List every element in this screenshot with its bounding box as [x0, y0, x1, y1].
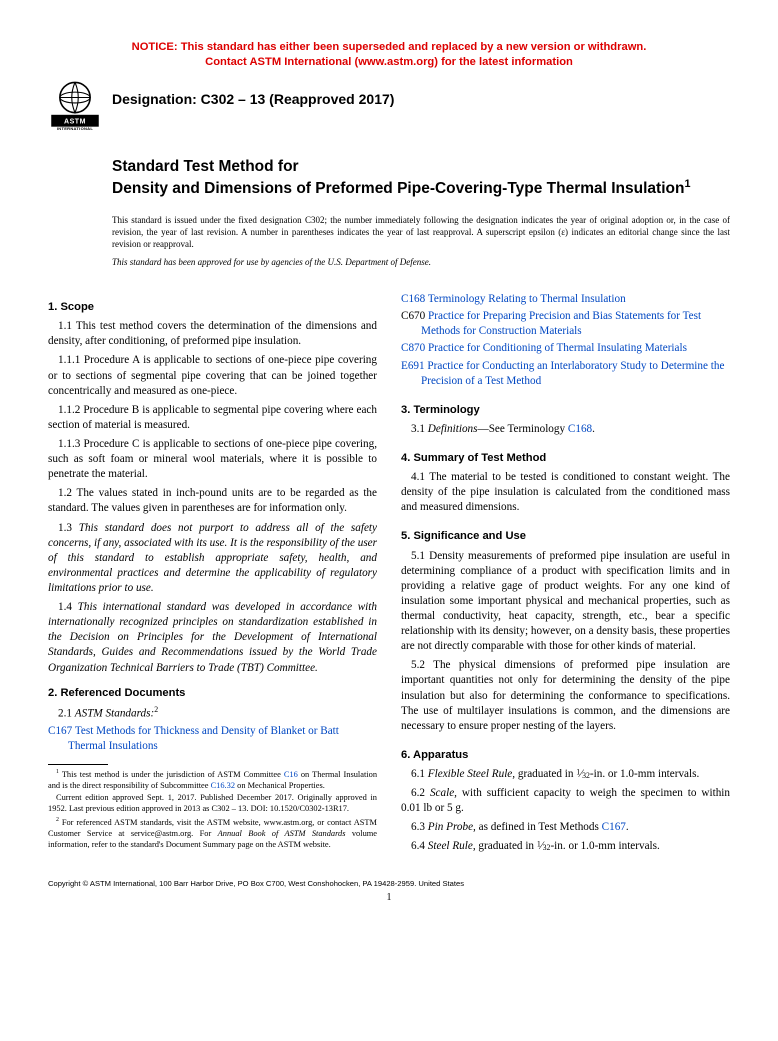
footnote-2: 2 For referenced ASTM standards, visit t… [48, 817, 377, 851]
p-6-1: 6.1 Flexible Steel Rule, graduated in 1⁄… [401, 767, 730, 782]
ref-c670-code: C670 [401, 310, 425, 322]
ref-c167-text[interactable]: Test Methods for Thickness and Density o… [68, 725, 339, 752]
ref-c168-text[interactable]: Terminology Relating to Thermal Insulati… [425, 293, 625, 305]
astm-logo-icon: ASTM INTERNATIONAL [48, 77, 102, 131]
p-1-1-2: 1.1.2 Procedure B is applicable to segme… [48, 403, 377, 433]
page-number: 1 [48, 892, 730, 903]
ref-c168: C168 Terminology Relating to Thermal Ins… [401, 292, 730, 307]
p-6-4: 6.4 Steel Rule, graduated in 1⁄32-in. or… [401, 839, 730, 854]
ref-c167: C167 Test Methods for Thickness and Dens… [48, 724, 377, 754]
ref-c167-code[interactable]: C167 [48, 725, 72, 737]
title-main: Density and Dimensions of Preformed Pipe… [112, 177, 730, 199]
notice-line2: Contact ASTM International (www.astm.org… [48, 55, 730, 70]
p-1-1-1: 1.1.1 Procedure A is applicable to secti… [48, 353, 377, 398]
ref-c670: C670 Practice for Preparing Precision an… [401, 309, 730, 339]
p-5-2: 5.2 The physical dimensions of preformed… [401, 658, 730, 734]
footnote-rule [48, 764, 108, 765]
right-column: C168 Terminology Relating to Thermal Ins… [401, 290, 730, 854]
significance-head: 5. Significance and Use [401, 529, 730, 544]
p-5-1: 5.1 Density measurements of preformed pi… [401, 549, 730, 655]
issuance-block: This standard is issued under the fixed … [112, 214, 730, 269]
svg-text:ASTM: ASTM [64, 119, 86, 126]
p-1-3: 1.3 1.3 This standard does not purport t… [48, 521, 377, 597]
issuance-text: This standard is issued under the fixed … [112, 214, 730, 250]
title-block: Standard Test Method for Density and Dim… [112, 157, 730, 199]
ref-e691-code[interactable]: E691 [401, 360, 425, 372]
fn-c16-link[interactable]: C16 [284, 770, 298, 779]
term-c168-link[interactable]: C168 [568, 423, 592, 435]
p-6-3: 6.3 Pin Probe, as defined in Test Method… [401, 820, 730, 835]
two-column-body: 1. Scope 1.1 This test method covers the… [48, 290, 730, 854]
terminology-head: 3. Terminology [401, 403, 730, 418]
issuance-ital: This standard has been approved for use … [112, 256, 730, 268]
ref-c870: C870 Practice for Conditioning of Therma… [401, 341, 730, 356]
copyright: Copyright © ASTM International, 100 Barr… [48, 879, 730, 888]
title-main-text: Density and Dimensions of Preformed Pipe… [112, 180, 684, 197]
fn-c1632-link[interactable]: C16.32 [211, 781, 235, 790]
ref-e691-text[interactable]: Practice for Conducting an Interlaborato… [421, 360, 724, 387]
ref-c670-text[interactable]: Practice for Preparing Precision and Bia… [421, 310, 701, 337]
header-row: ASTM INTERNATIONAL Designation: C302 – 1… [48, 77, 730, 131]
footnote-1b: Current edition approved Sept. 1, 2017. … [48, 793, 377, 815]
p-1-4: 1.4 This international standard was deve… [48, 600, 377, 676]
p-1-1-3: 1.1.3 Procedure C is applicable to secti… [48, 437, 377, 482]
summary-head: 4. Summary of Test Method [401, 451, 730, 466]
p-1-1: 1.1 This test method covers the determin… [48, 319, 377, 349]
footnote-1: 1 This test method is under the jurisdic… [48, 769, 377, 792]
title-sup: 1 [684, 178, 690, 190]
astm-standards-lead: 2.1 ASTM Standards:2 [48, 705, 377, 722]
p-1-2: 1.2 The values stated in inch-pound unit… [48, 486, 377, 516]
pinprobe-c167-link[interactable]: C167 [602, 821, 626, 833]
scope-head: 1. Scope [48, 300, 377, 315]
p-3-1: 3.1 Definitions—See Terminology C168. [401, 422, 730, 437]
notice-line1: NOTICE: This standard has either been su… [48, 40, 730, 55]
apparatus-head: 6. Apparatus [401, 748, 730, 763]
ref-c870-code[interactable]: C870 [401, 342, 425, 354]
svg-text:INTERNATIONAL: INTERNATIONAL [57, 126, 94, 131]
p-4-1: 4.1 The material to be tested is conditi… [401, 470, 730, 515]
p-6-2: 6.2 Scale, with sufficient capacity to w… [401, 786, 730, 816]
refdocs-head: 2. Referenced Documents [48, 686, 377, 701]
ref-e691: E691 Practice for Conducting an Interlab… [401, 359, 730, 389]
left-column: 1. Scope 1.1 This test method covers the… [48, 290, 377, 854]
notice-banner: NOTICE: This standard has either been su… [48, 40, 730, 69]
footnotes: 1 This test method is under the jurisdic… [48, 769, 377, 851]
ref-c168-code[interactable]: C168 [401, 293, 425, 305]
designation: Designation: C302 – 13 (Reapproved 2017) [112, 91, 394, 107]
title-lead: Standard Test Method for [112, 157, 730, 177]
ref-c870-text[interactable]: Practice for Conditioning of Thermal Ins… [425, 342, 687, 354]
